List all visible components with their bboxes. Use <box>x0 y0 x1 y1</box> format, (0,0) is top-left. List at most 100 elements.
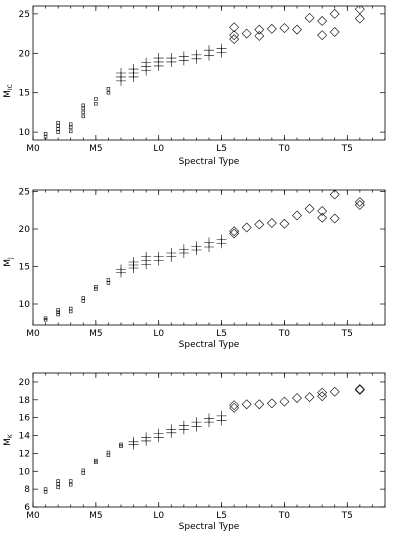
data-point-diamond <box>329 190 340 200</box>
x-tick-label: T0 <box>278 329 290 339</box>
x-tick-label: L5 <box>216 144 227 154</box>
y-axis-title-sub: I <box>7 88 14 90</box>
data-point-square <box>81 114 85 119</box>
data-point-diamond <box>229 400 240 411</box>
data-point-diamond <box>254 219 265 230</box>
y-tick-label: 20 <box>19 49 31 59</box>
data-point-square <box>94 285 98 289</box>
data-point-square <box>69 482 73 487</box>
data-point-plus <box>216 410 227 421</box>
y-tick-label: 15 <box>19 263 30 273</box>
x-axis-title: Spectral Type <box>179 157 240 167</box>
data-point-square <box>94 460 98 465</box>
data-point-square <box>106 91 111 95</box>
data-point-plus <box>128 257 139 267</box>
data-point-square <box>81 110 85 115</box>
plot-panel: M0 M5 L0 L5 T0 T5 10 15 20 25 Spectral Type MJ <box>3 188 386 350</box>
y-axis-title-sub2: C <box>7 84 14 88</box>
plot-frame <box>32 372 386 508</box>
data-point-square <box>56 479 60 483</box>
data-point-plus <box>204 413 214 424</box>
data-point-plus <box>128 64 139 75</box>
data-point-square <box>43 135 48 139</box>
data-point-square <box>94 97 98 101</box>
data-point-plus <box>216 43 227 54</box>
plot-area: M0 M5 L0 L5 T0 T5 10 15 20 25 <box>19 5 386 154</box>
y-axis-title-main: M <box>3 259 13 267</box>
data-point-plus <box>204 237 214 248</box>
data-point-diamond <box>229 402 240 413</box>
data-point-square <box>94 102 98 106</box>
y-axis-title: MIC <box>3 84 14 98</box>
y-axis-title: MJ <box>3 257 14 267</box>
x-tick-label: L5 <box>216 329 227 339</box>
x-axis-title: Spectral Type <box>179 522 240 532</box>
data-point-square <box>69 125 73 130</box>
data-point-square <box>119 444 123 448</box>
x-tick-label: T5 <box>341 144 353 154</box>
data-point-diamond <box>254 31 265 41</box>
x-tick-label: T0 <box>278 144 290 154</box>
data-point-plus <box>204 45 214 56</box>
data-point-square <box>56 310 60 314</box>
data-point-plus <box>178 244 189 255</box>
y-axis-title-sub: K <box>7 433 14 438</box>
data-point-diamond <box>304 392 315 403</box>
plot-panel: M0 M5 L0 L5 T0 T5 10 15 20 25 Spectral Type MIC <box>3 5 386 167</box>
data-point-diamond <box>292 24 302 35</box>
data-point-square <box>106 87 111 91</box>
x-tick-label: L5 <box>216 511 227 521</box>
y-tick-label: 20 <box>19 378 31 388</box>
data-point-square <box>69 479 73 483</box>
x-tick-label: L0 <box>153 144 164 154</box>
x-tick-label: T5 <box>341 329 353 339</box>
data-point-diamond <box>304 203 315 214</box>
data-point-diamond <box>317 30 328 41</box>
data-point-diamond <box>279 396 290 407</box>
data-point-diamond <box>241 28 252 39</box>
y-tick-label: 20 <box>19 225 31 235</box>
data-point-square <box>81 468 85 473</box>
data-point-diamond <box>254 24 265 35</box>
data-point-plus <box>153 251 164 262</box>
data-marks <box>43 384 365 494</box>
data-point-plus <box>191 241 202 252</box>
data-point-plus <box>166 248 177 258</box>
data-point-square <box>69 306 73 311</box>
data-point-plus <box>191 417 202 428</box>
data-point-square <box>43 131 48 136</box>
y-tick-label: 8 <box>24 485 30 495</box>
x-tick-label: M0 <box>26 144 40 154</box>
data-point-square <box>43 316 48 320</box>
data-point-plus <box>141 432 152 443</box>
data-point-square <box>56 124 60 128</box>
y-tick-label: 12 <box>19 449 30 459</box>
data-point-diamond <box>317 212 328 223</box>
x-tick-label: M5 <box>89 329 103 339</box>
data-point-diamond <box>266 23 277 34</box>
plot-area: M0 M5 L0 L5 T0 T5 6 8 10 12 14 16 18 20 <box>19 372 386 521</box>
x-tick-label: M0 <box>26 511 40 521</box>
data-point-plus <box>153 53 164 64</box>
data-point-square <box>56 312 60 317</box>
data-point-diamond <box>229 22 240 33</box>
data-point-diamond <box>329 213 340 224</box>
data-point-diamond <box>317 16 328 26</box>
y-tick-label: 25 <box>19 188 30 198</box>
data-point-diamond <box>229 30 240 41</box>
x-tick-label: T0 <box>278 511 290 521</box>
data-point-diamond <box>292 210 302 221</box>
data-point-diamond <box>241 399 252 410</box>
y-axis-title-sub: J <box>7 257 14 260</box>
data-point-square <box>56 127 60 131</box>
data-point-diamond <box>229 226 240 237</box>
data-point-plus <box>178 420 189 431</box>
data-point-plus <box>216 234 227 245</box>
data-point-diamond <box>279 23 290 33</box>
data-point-square <box>106 453 111 457</box>
data-point-diamond <box>266 398 277 409</box>
data-point-square <box>81 103 85 108</box>
data-point-diamond <box>229 228 240 239</box>
data-point-square <box>81 106 85 111</box>
data-point-diamond <box>354 385 365 395</box>
